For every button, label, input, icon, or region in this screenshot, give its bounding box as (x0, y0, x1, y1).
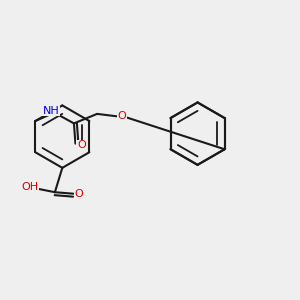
Text: O: O (77, 140, 86, 150)
Text: O: O (117, 111, 126, 121)
Text: OH: OH (21, 182, 38, 192)
Text: O: O (74, 189, 83, 199)
Text: NH: NH (43, 106, 59, 116)
